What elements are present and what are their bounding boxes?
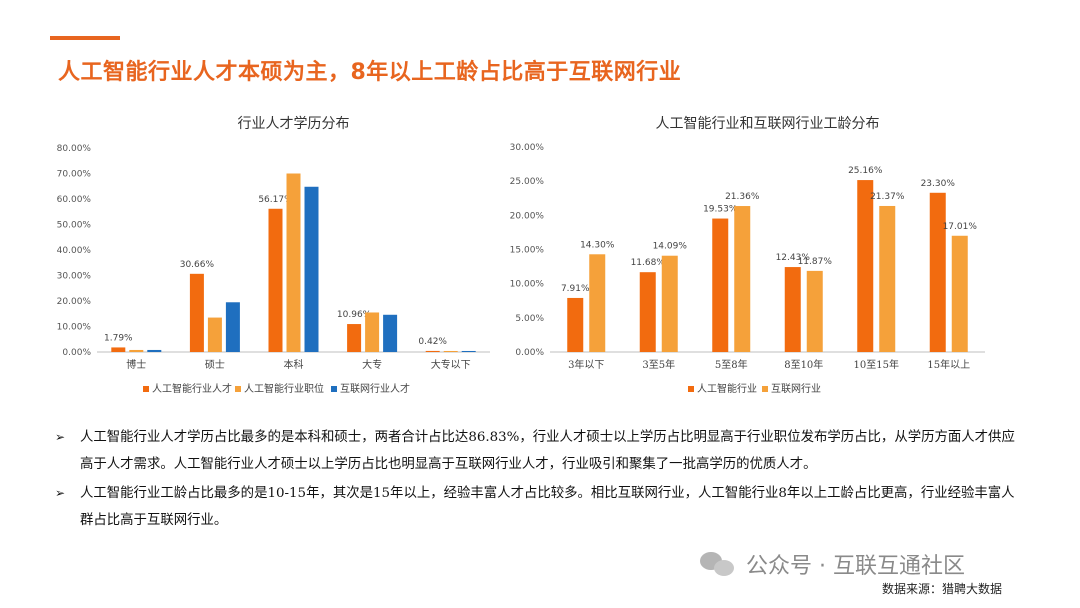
legend-swatch bbox=[688, 386, 694, 392]
legend-label: 互联网行业 bbox=[771, 382, 821, 395]
bar-primary bbox=[111, 347, 126, 352]
y-tick-label: 60.00% bbox=[57, 195, 92, 205]
legend-label: 互联网行业人才 bbox=[340, 382, 410, 395]
category-label: 3年以下 bbox=[568, 358, 604, 371]
data-label: 19.53% bbox=[703, 205, 738, 215]
data-label: 10.96% bbox=[337, 310, 372, 320]
data-source: 数据来源：猎聘大数据 bbox=[881, 582, 1002, 596]
watermark: 公众号 · 互联互通社区 bbox=[700, 548, 965, 580]
category-label: 8至10年 bbox=[784, 358, 823, 371]
bar-secondary bbox=[129, 349, 144, 352]
y-tick-label: 20.00% bbox=[57, 297, 92, 307]
bar-tertiary bbox=[461, 350, 476, 352]
bar-secondary bbox=[365, 312, 380, 352]
data-label: 56.17% bbox=[258, 195, 293, 205]
chart-title: 人工智能行业和互联网行业工龄分布 bbox=[656, 116, 880, 132]
analysis-bullets: ➢ 人工智能行业人才学历占比最多的是本科和硕士，两者合计占比达86.83%，行业… bbox=[55, 424, 1015, 536]
data-label: 7.91% bbox=[561, 284, 590, 294]
watermark-text: 公众号 · 互联互通社区 bbox=[746, 554, 965, 579]
category-label: 硕士 bbox=[205, 358, 225, 371]
y-tick-label: 20.00% bbox=[510, 211, 545, 221]
bar-tertiary bbox=[383, 314, 398, 352]
y-tick-label: 80.00% bbox=[57, 144, 92, 154]
bar-secondary bbox=[879, 205, 896, 352]
data-label: 14.30% bbox=[580, 240, 615, 250]
y-tick-label: 50.00% bbox=[57, 221, 92, 231]
category-label: 大专 bbox=[362, 358, 382, 371]
bar-primary bbox=[268, 208, 283, 352]
legend-swatch bbox=[235, 386, 241, 392]
data-label: 21.36% bbox=[725, 192, 760, 202]
data-label: 21.37% bbox=[870, 192, 905, 202]
bar-primary bbox=[425, 350, 440, 352]
data-label: 11.68% bbox=[631, 258, 666, 268]
data-label: 1.79% bbox=[104, 333, 133, 343]
bar-tertiary bbox=[304, 186, 319, 352]
bar-primary bbox=[567, 297, 584, 352]
data-label: 0.42% bbox=[418, 337, 447, 347]
legend-label: 人工智能行业 bbox=[697, 382, 757, 395]
y-tick-label: 15.00% bbox=[510, 246, 545, 256]
chart-title: 行业人才学历分布 bbox=[238, 116, 350, 132]
bar-primary bbox=[857, 180, 874, 352]
category-label: 5至8年 bbox=[715, 358, 748, 371]
category-label: 3至5年 bbox=[642, 358, 675, 371]
wechat-icon bbox=[700, 550, 736, 578]
bar-primary bbox=[189, 273, 204, 352]
bullet-arrow-icon: ➢ bbox=[55, 486, 66, 500]
bar-secondary bbox=[661, 255, 678, 352]
legend-label: 人工智能行业人才 bbox=[152, 382, 232, 395]
data-label: 17.01% bbox=[943, 222, 978, 232]
bar-primary bbox=[347, 324, 362, 352]
data-label: 14.09% bbox=[653, 242, 688, 252]
data-label: 23.30% bbox=[921, 179, 956, 189]
y-tick-label: 5.00% bbox=[515, 314, 544, 324]
data-label: 11.87% bbox=[798, 257, 833, 267]
y-tick-label: 40.00% bbox=[57, 246, 92, 256]
y-tick-label: 0.00% bbox=[515, 348, 544, 358]
data-label: 30.66% bbox=[180, 260, 215, 270]
bar-primary bbox=[784, 267, 801, 352]
slide-title: 人工智能行业人才本硕为主，8年以上工龄占比高于互联网行业 bbox=[58, 60, 682, 85]
bar-secondary bbox=[951, 235, 968, 352]
legend-swatch bbox=[762, 386, 768, 392]
bullet-text: 人工智能行业工龄占比最多的是10-15年，其次是15年以上，经验丰富人才占比较多… bbox=[80, 486, 1015, 528]
bar-secondary bbox=[207, 317, 222, 352]
bar-primary bbox=[929, 192, 946, 352]
category-label: 大专以下 bbox=[431, 358, 471, 371]
y-tick-label: 10.00% bbox=[57, 323, 92, 333]
category-label: 博士 bbox=[126, 358, 146, 371]
bar-secondary bbox=[286, 173, 301, 352]
category-label: 本科 bbox=[284, 358, 304, 371]
bullet-experience: ➢ 人工智能行业工龄占比最多的是10-15年，其次是15年以上，经验丰富人才占比… bbox=[55, 480, 1015, 534]
education-distribution-chart: 行业人才学历分布 0.00% 10.00% 20.00% 30.00% 40.00% 50.… bbox=[57, 116, 490, 395]
category-label: 10至15年 bbox=[854, 358, 899, 371]
y-tick-label: 70.00% bbox=[57, 170, 92, 180]
bullet-text: 人工智能行业人才学历占比最多的是本科和硕士，两者合计占比达86.83%，行业人才… bbox=[80, 430, 1015, 472]
bar-secondary bbox=[443, 350, 458, 352]
y-tick-label: 30.00% bbox=[57, 272, 92, 282]
y-tick-label: 10.00% bbox=[510, 280, 545, 290]
y-tick-label: 25.00% bbox=[510, 177, 545, 187]
bar-secondary bbox=[806, 270, 823, 352]
bullet-education: ➢ 人工智能行业人才学历占比最多的是本科和硕士，两者合计占比达86.83%，行业… bbox=[55, 424, 1015, 478]
data-label: 12.43% bbox=[776, 253, 811, 263]
bar-secondary bbox=[734, 206, 751, 352]
bullet-arrow-icon: ➢ bbox=[55, 430, 66, 444]
work-experience-distribution-chart: 人工智能行业和互联网行业工龄分布 0.00% 5.00% 10.00% 15.00% 20… bbox=[510, 116, 985, 395]
category-label: 15年以上 bbox=[927, 358, 970, 371]
bar-primary bbox=[639, 272, 656, 352]
legend-swatch bbox=[331, 386, 337, 392]
bar-tertiary bbox=[225, 302, 240, 352]
legend-swatch bbox=[143, 386, 149, 392]
bar-tertiary bbox=[147, 349, 162, 352]
title-accent-line bbox=[50, 36, 120, 40]
bar-primary bbox=[712, 218, 729, 352]
y-tick-label: 0.00% bbox=[62, 348, 91, 358]
bar-secondary bbox=[589, 254, 606, 352]
data-label: 25.16% bbox=[848, 166, 883, 176]
legend-label: 人工智能行业职位 bbox=[244, 382, 324, 395]
y-tick-label: 30.00% bbox=[510, 143, 545, 153]
